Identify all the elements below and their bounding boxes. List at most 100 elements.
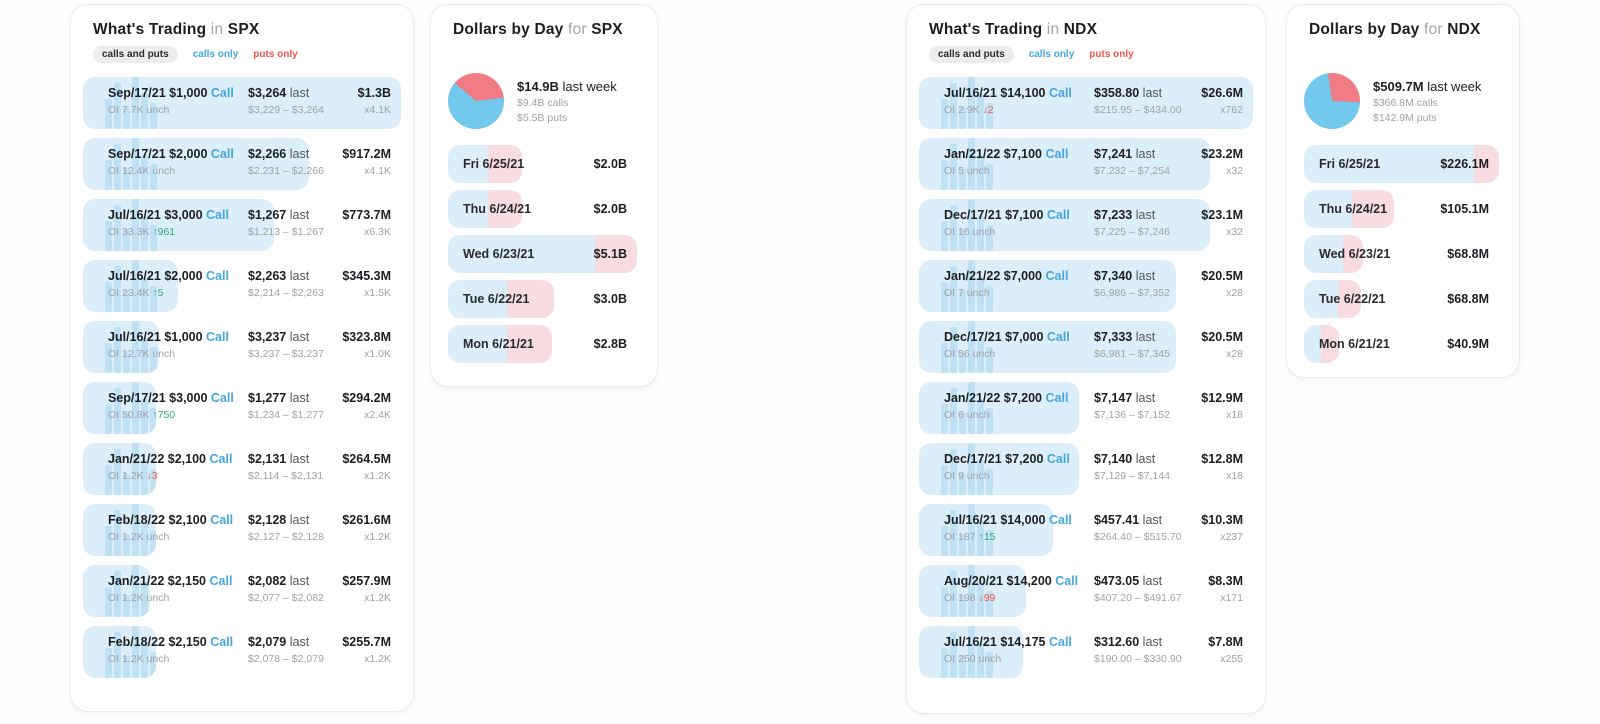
option-row-content: Jan/21/22 $7,200 Call OI 6 unch $7,147 l… xyxy=(919,382,1253,421)
mini-volume-bar xyxy=(941,281,948,312)
week-total-suffix: last week xyxy=(562,78,617,94)
last-price: $1,277 xyxy=(248,391,287,405)
puts-bar-segment xyxy=(595,235,637,273)
open-interest-change: unch xyxy=(966,470,990,482)
option-row[interactable]: Jul/16/21 $1,000 Call OI 12.7K unch $3,2… xyxy=(83,321,401,373)
mini-volume-bar xyxy=(959,168,966,190)
option-row[interactable]: Jul/16/21 $14,100 Call OI 2.9K ↓2 $358.8… xyxy=(919,77,1253,129)
contract-date: Feb/18/22 xyxy=(108,513,165,527)
mini-volume-bar xyxy=(150,225,157,251)
option-row[interactable]: Sep/17/21 $2,000 Call OI 12.4K unch $2,2… xyxy=(83,138,401,190)
contract-date: Sep/17/21 xyxy=(108,86,166,100)
dollar-volume-highlight xyxy=(83,77,401,129)
option-row[interactable]: Jan/21/22 $7,000 Call OI 7 unch $7,340 l… xyxy=(919,260,1253,312)
trade-multiplier: x28 xyxy=(1226,287,1243,299)
option-row[interactable]: Sep/17/21 $3,000 Call OI 50.8K ↑750 $1,2… xyxy=(83,382,401,434)
open-interest-change: unch xyxy=(972,348,996,360)
option-row-content: Jan/21/22 $7,100 Call OI 5 unch $7,241 l… xyxy=(919,138,1253,177)
open-interest-change: ↑961 xyxy=(152,226,176,238)
day-dollar-bar xyxy=(448,235,637,273)
open-interest: OI 1.2K xyxy=(108,531,144,543)
option-row[interactable]: Jul/16/21 $3,000 Call OI 33.3K ↑961 $1,2… xyxy=(83,199,401,251)
option-row[interactable]: Jan/21/22 $7,200 Call OI 6 unch $7,147 l… xyxy=(919,382,1253,434)
mini-volume-bar xyxy=(132,443,139,495)
tab-calls-and-puts[interactable]: calls and puts xyxy=(93,46,178,63)
dollar-volume-highlight xyxy=(83,382,157,434)
tab-puts-only[interactable]: puts only xyxy=(1089,49,1134,60)
mini-volume-bar xyxy=(114,205,121,251)
option-type: Call xyxy=(1055,574,1079,588)
tab-puts-only[interactable]: puts only xyxy=(253,49,298,60)
dollar-volume-highlight xyxy=(919,443,1080,495)
calls-bar-segment xyxy=(448,280,508,318)
mini-volume-bar xyxy=(977,215,984,251)
calls-bar-segment xyxy=(1304,235,1344,273)
price-range: $2,078 – $2,079 xyxy=(248,653,324,665)
price-range: $2,231 – $2,266 xyxy=(248,165,324,177)
option-row[interactable]: Jan/21/22 $2,100 Call OI 1.2K ↓3 $2,131 … xyxy=(83,443,401,495)
option-row-content: Jul/16/21 $3,000 Call OI 33.3K ↑961 $1,2… xyxy=(83,199,401,238)
week-total: $509.7M last week xyxy=(1373,79,1481,94)
tab-calls-only[interactable]: calls only xyxy=(1028,49,1075,60)
last-price-label: last xyxy=(289,574,310,588)
price-range: $215.95 – $434.00 xyxy=(1094,104,1182,116)
option-row[interactable]: Aug/20/21 $14,200 Call OI 198 ↓99 $473.0… xyxy=(919,565,1253,617)
day-dollar-bar xyxy=(1304,280,1361,318)
day-dollar-value: $68.8M xyxy=(1447,292,1489,306)
open-interest: OI 9 xyxy=(944,470,964,482)
last-price-label: last xyxy=(289,391,310,405)
tab-calls-and-puts[interactable]: calls and puts xyxy=(929,46,1014,63)
dollar-volume: $12.8M xyxy=(1201,452,1243,466)
day-dollar-bar xyxy=(448,280,554,318)
mini-volume-bar xyxy=(977,520,984,556)
mini-volume-bar xyxy=(968,382,975,434)
option-type: Call xyxy=(1046,208,1070,222)
option-type: Call xyxy=(1048,86,1072,100)
day-label: Tue 6/22/21 xyxy=(1319,292,1386,306)
dollar-volume: $294.2M xyxy=(342,391,391,405)
option-row[interactable]: Feb/18/22 $2,100 Call OI 1.2K unch $2,12… xyxy=(83,504,401,556)
strike-price: $2,000 xyxy=(169,147,208,161)
last-price-label: last xyxy=(289,452,310,466)
option-row[interactable]: Jul/16/21 $14,175 Call OI 250 unch $312.… xyxy=(919,626,1253,678)
mini-volume-bar xyxy=(959,412,966,434)
week-calls: $366.8M calls xyxy=(1373,96,1438,109)
mini-volume-bar xyxy=(986,530,993,556)
tab-calls-only[interactable]: calls only xyxy=(192,49,239,60)
dollar-volume: $23.1M xyxy=(1201,208,1243,222)
trade-multiplier: x1.2K xyxy=(364,470,391,482)
day-dollar-bar xyxy=(448,145,522,183)
day-row: Tue 6/22/21 $3.0B xyxy=(448,280,637,318)
day-row: Wed 6/23/21 $68.8M xyxy=(1304,235,1499,273)
last-price-label: last xyxy=(1135,208,1156,222)
option-row[interactable]: Dec/17/21 $7,000 Call OI 56 unch $7,333 … xyxy=(919,321,1253,373)
mini-volume-bar xyxy=(114,449,121,495)
last-price: $457.41 xyxy=(1094,513,1140,527)
mini-volume-bar xyxy=(977,459,984,495)
option-row[interactable]: Jul/16/21 $2,000 Call OI 23.4K ↑5 $2,263… xyxy=(83,260,401,312)
week-total-suffix: last week xyxy=(1427,78,1482,94)
mini-volume-bar xyxy=(132,199,139,251)
strike-price: $1,000 xyxy=(169,86,208,100)
option-row[interactable]: Sep/17/21 $1,000 Call OI 7.7K unch $3,26… xyxy=(83,77,401,129)
week-summary-text: $14.9B last week $9.4B calls $5.5B puts xyxy=(517,79,617,124)
option-row[interactable]: Dec/17/21 $7,200 Call OI 9 unch $7,140 l… xyxy=(919,443,1253,495)
mini-volume-bar xyxy=(114,327,121,373)
mini-volume-bar xyxy=(150,164,157,190)
last-price: $1,267 xyxy=(248,208,287,222)
option-row[interactable]: Dec/17/21 $7,100 Call OI 16 unch $7,233 … xyxy=(919,199,1253,251)
option-row[interactable]: Jul/16/21 $14,000 Call OI 187 ↑15 $457.4… xyxy=(919,504,1253,556)
last-price: $2,128 xyxy=(248,513,287,527)
option-type: Call xyxy=(1045,269,1069,283)
strike-price: $2,150 xyxy=(168,635,207,649)
option-row[interactable]: Feb/18/22 $2,150 Call OI 1.2K unch $2,07… xyxy=(83,626,401,678)
day-dollar-bar xyxy=(448,190,522,228)
mini-volume-bar xyxy=(141,93,148,129)
option-row-content: Jan/21/22 $2,100 Call OI 1.2K ↓3 $2,131 … xyxy=(83,443,401,482)
option-row[interactable]: Jan/21/22 $7,100 Call OI 5 unch $7,241 l… xyxy=(919,138,1253,190)
last-price: $2,266 xyxy=(248,147,287,161)
panel-title: What's Trading in SPX xyxy=(93,21,413,39)
mini-volume-bar xyxy=(941,586,948,617)
option-row[interactable]: Jan/21/22 $2,150 Call OI 1.2K unch $2,08… xyxy=(83,565,401,617)
